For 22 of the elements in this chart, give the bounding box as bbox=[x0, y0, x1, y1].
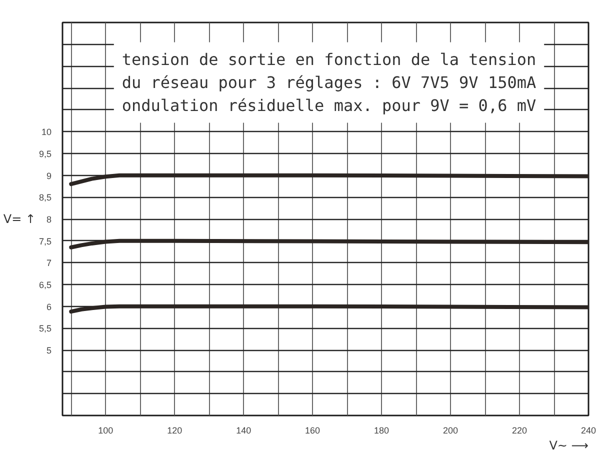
y-tick-label: 5 bbox=[46, 346, 52, 356]
y-tick-label: 9,5 bbox=[38, 149, 52, 159]
x-tick-label: 140 bbox=[236, 426, 252, 436]
y-tick-label: 6,5 bbox=[38, 280, 52, 290]
x-tick-label: 220 bbox=[512, 426, 528, 436]
y-tick-label: 7,5 bbox=[38, 236, 52, 246]
y-tick-label: 6 bbox=[46, 302, 52, 312]
y-tick-label: 10 bbox=[41, 127, 52, 138]
text: tension de sortie en fonction de la tension du réseau pour 3 réglages : 6V 7V5 9V 150mA ondulation résiduelle max. pour 9V = 0,6 mV bbox=[122, 50, 536, 115]
x-tick-label: 240 bbox=[580, 426, 596, 436]
y-tick-label: 8 bbox=[46, 214, 52, 224]
x-axis-title: V~ ⟶ bbox=[549, 438, 588, 452]
y-axis-title: V= ↑ bbox=[3, 212, 36, 226]
x-tick-label: 120 bbox=[167, 426, 182, 436]
y-tick-label: 9 bbox=[46, 170, 52, 181]
x-tick-label: 160 bbox=[305, 426, 320, 436]
x-tick-label: 180 bbox=[374, 426, 390, 436]
x-tick-label: 100 bbox=[98, 426, 114, 436]
y-tick-label: 7 bbox=[46, 258, 52, 268]
y-tick-label: 5,5 bbox=[38, 324, 52, 334]
x-tick-label: 200 bbox=[443, 426, 458, 436]
y-tick-label: 8,5 bbox=[38, 192, 52, 203]
